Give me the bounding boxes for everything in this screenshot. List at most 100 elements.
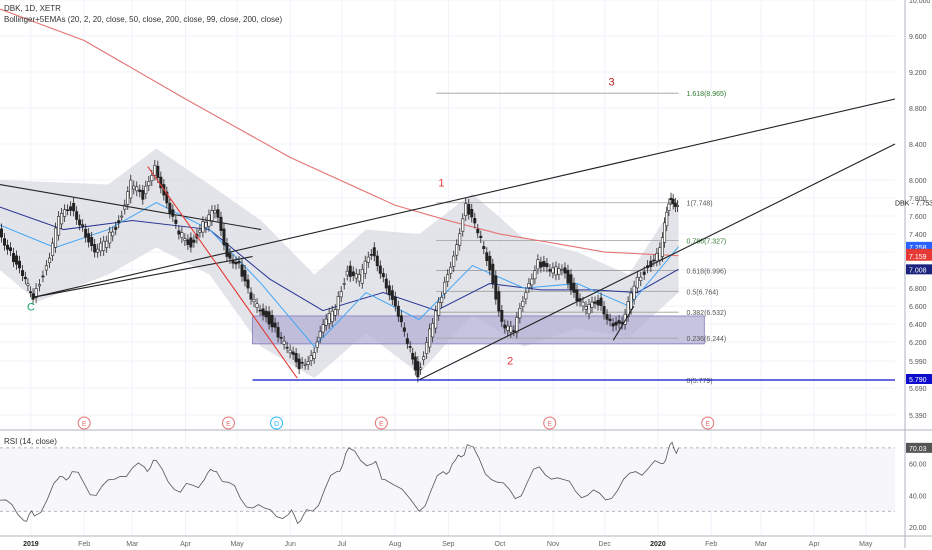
candle-body[interactable] <box>120 215 124 218</box>
candle-body[interactable] <box>599 297 603 306</box>
candle-body[interactable] <box>9 247 13 252</box>
candle-body[interactable] <box>255 303 259 308</box>
candle-body[interactable] <box>387 285 391 296</box>
candle-body[interactable] <box>536 259 540 270</box>
candle-body[interactable] <box>378 265 382 274</box>
candle-body[interactable] <box>276 327 280 338</box>
candle-body[interactable] <box>351 271 355 277</box>
candle-body[interactable] <box>222 228 226 246</box>
candle-body[interactable] <box>285 346 289 349</box>
candle-body[interactable] <box>658 247 662 261</box>
candle-body[interactable] <box>153 165 157 176</box>
earnings-marker[interactable] <box>701 416 715 430</box>
candle-body[interactable] <box>26 283 30 286</box>
candle-body[interactable] <box>318 331 322 339</box>
candle-body[interactable] <box>168 202 172 214</box>
trendline-rising-support[interactable] <box>418 143 896 381</box>
candle-body[interactable] <box>497 291 501 312</box>
candle-body[interactable] <box>288 349 292 354</box>
candle-body[interactable] <box>629 292 633 310</box>
price-series[interactable] <box>0 160 679 383</box>
candle-body[interactable] <box>467 204 471 215</box>
candle-body[interactable] <box>237 261 241 264</box>
candle-body[interactable] <box>87 233 91 243</box>
candle-body[interactable] <box>23 276 27 280</box>
candle-body[interactable] <box>186 239 190 245</box>
candle-body[interactable] <box>102 240 106 251</box>
candle-body[interactable] <box>240 264 244 277</box>
candle-body[interactable] <box>572 282 576 293</box>
candle-body[interactable] <box>21 270 25 276</box>
candle-body[interactable] <box>372 247 376 257</box>
candle-body[interactable] <box>225 243 229 257</box>
candle-body[interactable] <box>533 270 537 280</box>
candle-body[interactable] <box>539 261 543 268</box>
candle-body[interactable] <box>342 283 346 285</box>
candle-body[interactable] <box>425 342 429 354</box>
candle-body[interactable] <box>437 302 441 316</box>
candle-body[interactable] <box>479 235 483 238</box>
candle-body[interactable] <box>28 291 32 293</box>
candle-body[interactable] <box>470 209 474 218</box>
candle-body[interactable] <box>375 255 379 267</box>
candle-body[interactable] <box>569 274 573 290</box>
candle-body[interactable] <box>431 323 435 338</box>
candle-body[interactable] <box>114 226 118 230</box>
candle-body[interactable] <box>396 305 400 317</box>
candle-body[interactable] <box>461 218 465 232</box>
candle-body[interactable] <box>264 310 268 318</box>
candle-body[interactable] <box>390 290 394 300</box>
candle-body[interactable] <box>333 309 337 316</box>
candle-body[interactable] <box>476 229 480 234</box>
candle-body[interactable] <box>177 230 181 235</box>
candle-body[interactable] <box>360 268 364 284</box>
candle-body[interactable] <box>518 307 522 319</box>
candle-body[interactable] <box>228 253 232 259</box>
rsi-title[interactable]: RSI (14, close) <box>4 437 57 446</box>
candle-body[interactable] <box>611 323 615 327</box>
candle-body[interactable] <box>3 238 7 246</box>
candle-body[interactable] <box>563 267 567 274</box>
candle-body[interactable] <box>246 279 250 289</box>
candle-body[interactable] <box>381 273 385 278</box>
candle-body[interactable] <box>210 210 214 221</box>
candle-body[interactable] <box>512 330 516 332</box>
candle-body[interactable] <box>411 352 415 360</box>
candle-body[interactable] <box>54 227 58 248</box>
candle-body[interactable] <box>294 353 298 363</box>
candle-body[interactable] <box>81 224 85 227</box>
candle-body[interactable] <box>521 301 525 307</box>
candle-body[interactable] <box>449 266 453 274</box>
candle-body[interactable] <box>369 254 373 256</box>
candle-body[interactable] <box>303 363 307 366</box>
candle-body[interactable] <box>593 301 597 304</box>
candle-body[interactable] <box>165 191 169 204</box>
candle-body[interactable] <box>560 269 564 272</box>
candle-body[interactable] <box>234 261 238 265</box>
candle-body[interactable] <box>189 237 193 248</box>
candle-body[interactable] <box>440 296 444 303</box>
candle-body[interactable] <box>156 165 160 178</box>
candle-body[interactable] <box>584 306 588 310</box>
candle-body[interactable] <box>671 198 675 205</box>
candle-body[interactable] <box>66 209 70 211</box>
earnings-marker[interactable] <box>374 416 388 430</box>
candle-body[interactable] <box>132 185 136 190</box>
candle-body[interactable] <box>72 202 76 212</box>
candle-body[interactable] <box>126 191 130 205</box>
candle-body[interactable] <box>428 328 432 348</box>
candle-body[interactable] <box>542 261 546 267</box>
candle-body[interactable] <box>655 253 659 262</box>
candle-body[interactable] <box>590 301 594 308</box>
candle-body[interactable] <box>327 312 331 325</box>
candle-body[interactable] <box>15 255 19 265</box>
candle-body[interactable] <box>315 341 319 348</box>
candle-body[interactable] <box>587 304 591 315</box>
candle-body[interactable] <box>402 327 406 332</box>
candle-body[interactable] <box>399 315 403 323</box>
candle-body[interactable] <box>324 318 328 326</box>
candle-body[interactable] <box>34 288 38 298</box>
candle-body[interactable] <box>482 246 486 249</box>
candle-body[interactable] <box>330 310 334 322</box>
